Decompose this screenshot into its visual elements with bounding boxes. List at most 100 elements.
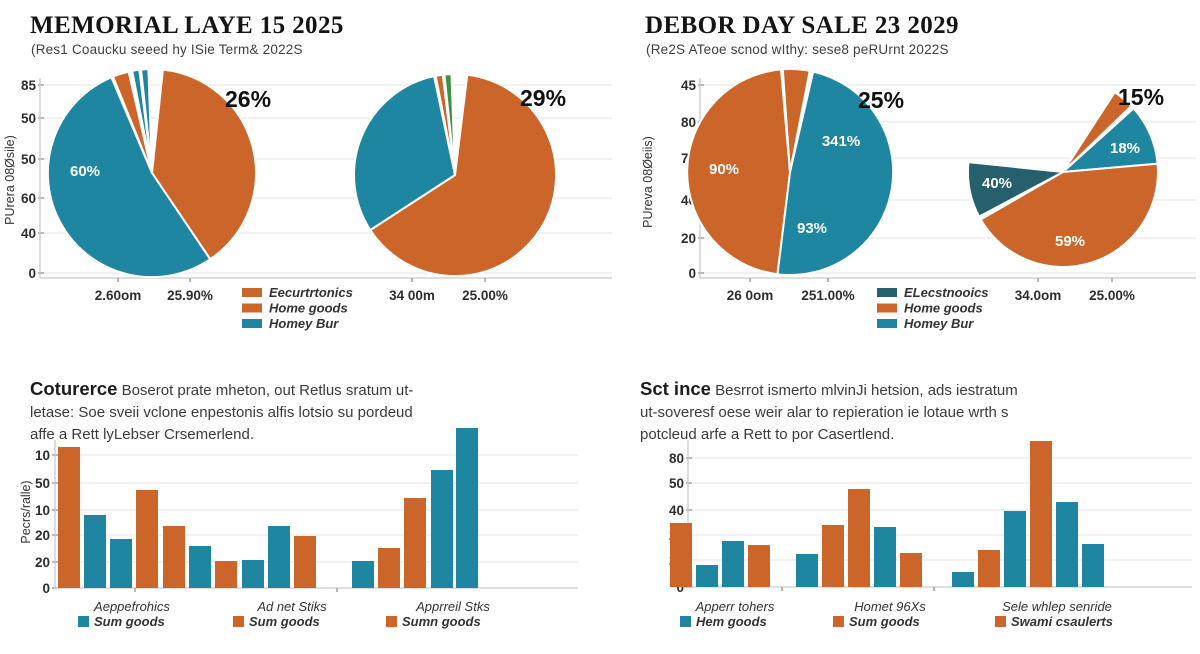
legend-swatch [242,288,262,297]
legend-label: Eecurtrtonics [269,285,353,300]
legend-swatch [242,319,262,328]
x-axis-label: 25.00% [462,288,508,303]
y-tick-label: 20 [35,528,50,543]
legend-label: Sum goods [249,614,320,629]
y-tick-label: 45 [681,78,697,93]
y-tick-label: 20 [35,555,50,570]
y-tick-label: 0 [688,266,696,281]
bar [431,470,453,588]
legend-label: Swami csaulerts [1011,614,1113,629]
x-axis-label: 34.0om [1015,288,1062,303]
pie-slice [686,68,791,276]
bar-group-label: Ad net Stiks [256,599,327,614]
pie-slice [979,162,1159,268]
pie-slice [443,73,456,176]
pie-slice [46,76,212,279]
bar [696,565,718,587]
legend-swatch [833,616,844,627]
pie-slice [112,70,153,174]
bar [848,489,870,587]
pie-slice-label: 90% [709,161,739,178]
bar-group-label: Aeppefrohics [93,599,170,614]
bottom-right-heading: Sct ince [640,378,711,399]
legend-label: Sum goods [94,614,165,629]
legend-swatch [242,303,262,313]
pie-callout-label: 29% [520,85,566,111]
top-right-title: DEBOR DAY SALE 23 2029 [645,12,959,39]
bar [670,523,692,587]
y-axis-label: Pecrs/ralle) [19,480,33,543]
pie-slice-label: 341% [822,133,860,150]
pie-slice [140,68,153,174]
pie-slice [434,73,456,176]
y-tick-label: 50 [669,476,684,491]
top-left-title: MEMORIAL LAYE 15 2025 [30,12,344,39]
y-tick-label: 50 [35,476,50,491]
legend-swatch [78,616,89,627]
bottom-right-paragraph: Sct ince Besrrot ismerto mlvinJi hetsion… [640,376,1038,445]
pie-slice [1062,91,1133,173]
bar [215,561,237,588]
pie-callout-label: 26% [225,86,271,112]
pie-slice [131,68,153,174]
y-tick-label: 40 [21,226,36,241]
pie-callout-label: 15% [1118,84,1164,110]
pie-slice [967,161,1064,218]
pie-slice [776,70,895,276]
bar-group-label: Sele whlep senride [1002,599,1112,614]
y-tick-label: 80 [681,115,696,130]
top-right-subtitle: (Re2S ATeoe scnod wIthy: sese8 peRUrnt 2… [646,42,949,57]
y-tick-label: 50 [21,111,36,126]
top-left-subtitle: (Res1 Coaucku seeed hy ISie Term& 2022S [31,42,303,57]
x-axis-label: 25.00% [1089,288,1135,303]
legend-swatch [877,319,897,328]
y-tick-label: 0 [676,580,684,595]
bar [456,428,478,588]
legend-label: ELecstnooics [904,285,989,300]
bar [822,525,844,587]
y-axis-label: PUreva 08Øeiis) [641,136,655,228]
pie-slice-label: 60% [70,163,100,180]
bottom-left-paragraph: Coturerce Boserot prate mheton, out Retl… [30,376,428,445]
legend-label: Home goods [904,301,983,316]
y-tick-label: 0 [42,581,50,596]
bar [136,490,158,588]
bar [1082,544,1104,587]
bar-group-label: Homet 96Xs [854,599,926,614]
bar [722,541,744,587]
bottom-left-heading: Coturerce [30,378,118,399]
legend-label: Home goods [269,301,348,316]
bar-group-label: Apperr tohers [695,599,775,614]
pie-slice [369,73,558,278]
legend-swatch [680,616,691,627]
bar [748,545,770,587]
bar [294,536,316,588]
y-tick-label: 85 [21,78,37,93]
pie-callout-label: 25% [858,87,904,113]
bar [978,550,1000,587]
bar [952,572,974,587]
legend-label: Hem goods [696,614,767,629]
bottom-right-body: Besrrot ismerto mlvinJi hetsion, ads ies… [640,382,1018,443]
pie-slice-label: 40% [982,175,1012,192]
legend-swatch [995,616,1006,627]
pie-slice [353,75,456,231]
y-tick-label: 80 [669,451,684,466]
bar [378,548,400,588]
y-axis-label: PUrera 08Øsile) [3,135,17,225]
bar [352,561,374,588]
bar [268,526,290,588]
x-axis-label: 34 00m [389,288,435,303]
y-tick-label: 60 [21,191,36,206]
bar [874,527,896,587]
x-axis-label: 2.60om [95,288,142,303]
legend-swatch [386,616,397,627]
bar [404,498,426,588]
pie-slice [151,68,257,261]
x-axis-label: 251.00% [801,288,854,303]
bar [796,554,818,587]
pie-slice-label: 59% [1055,233,1085,250]
legend-label: Sumn goods [402,614,481,629]
